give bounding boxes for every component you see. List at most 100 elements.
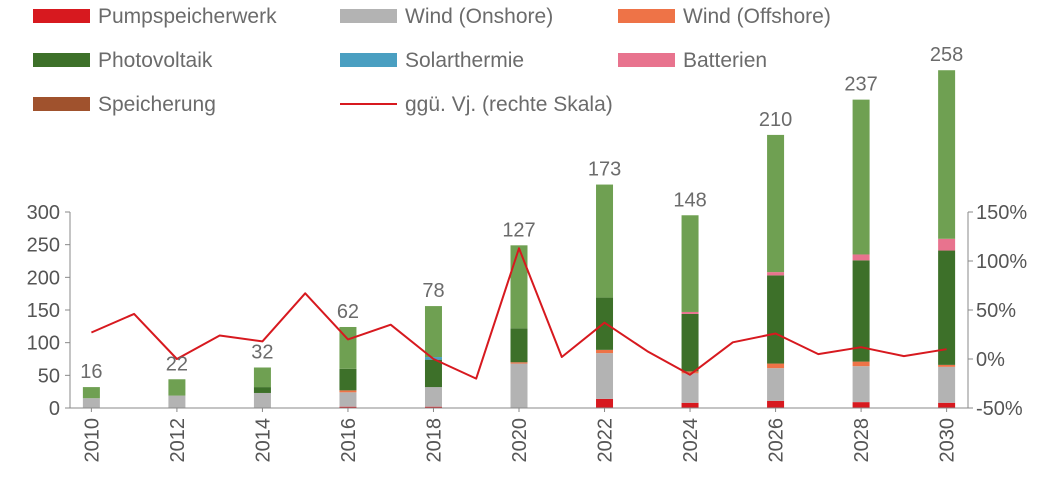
bar-segment [82, 398, 100, 408]
line-growth [91, 247, 947, 380]
y-left-tick-label: 100 [27, 333, 60, 355]
y-left-tick-label: 250 [27, 235, 60, 257]
x-tick-label: 2014 [252, 418, 274, 463]
legend-label: Photovoltaik [98, 49, 213, 72]
line-series [91, 247, 947, 380]
legend-label: Batterien [683, 49, 767, 72]
y-right-tick-label: 50% [976, 300, 1016, 322]
bar-segment [938, 364, 956, 367]
bar-segment [596, 349, 614, 354]
legend-label: Speicherung [98, 93, 216, 116]
x-tick-label: 2016 [338, 418, 360, 463]
x-tick-label: 2012 [167, 418, 189, 463]
data-label: 16 [80, 361, 102, 383]
bar-segment [938, 250, 956, 365]
bar-segment [596, 353, 614, 399]
y-right-tick-label: 150% [976, 202, 1027, 224]
bar-segment [168, 395, 186, 408]
bar-segment [852, 254, 870, 261]
bar-segment [510, 328, 528, 363]
axes: 0 50 100 150 200 250 300 -50% 0% 50% 100% 150% 2010 2… [27, 202, 1028, 463]
bar-segment [510, 362, 528, 364]
legend-label: Wind (Offshore) [683, 5, 831, 28]
y-right-tick-label: 100% [976, 251, 1027, 273]
bar-segment [681, 371, 699, 374]
legend-swatch [618, 53, 675, 67]
bar-segment [424, 306, 442, 358]
bar-segment [852, 260, 870, 362]
bar-segment [767, 134, 785, 273]
bar-segment [852, 402, 870, 408]
data-label: 210 [759, 109, 792, 131]
x-tick-label: 2030 [937, 418, 959, 463]
data-label: 62 [337, 301, 359, 323]
x-tick-label: 2024 [680, 418, 702, 463]
bar-segment [82, 387, 100, 399]
legend-swatch [33, 53, 90, 67]
data-label: 237 [844, 74, 877, 96]
bar-segment [681, 313, 699, 372]
legend-swatch [33, 97, 90, 111]
legend-swatch [618, 9, 675, 23]
bar-segment [339, 390, 357, 393]
legend-swatch [340, 9, 397, 23]
legend-swatch [340, 53, 397, 67]
y-left-tick-label: 300 [27, 202, 60, 224]
bar-segment [938, 402, 956, 408]
bar-segment [681, 215, 699, 312]
y-left-tick-label: 200 [27, 267, 60, 289]
bars [82, 70, 956, 408]
bar-segment [253, 367, 271, 388]
x-tick-label: 2026 [766, 418, 788, 463]
bar-segment [767, 400, 785, 408]
data-label: 22 [166, 353, 188, 375]
bar-segment [424, 406, 442, 408]
legend-swatch [33, 9, 90, 23]
legend-label: Solarthermie [405, 49, 524, 72]
bar-segment [767, 272, 785, 276]
y-right-tick-label: 0% [976, 349, 1005, 371]
bar-segment [339, 406, 357, 408]
bar-segment [767, 275, 785, 364]
data-label: 78 [422, 280, 444, 302]
bar-segment [424, 359, 442, 388]
bar-segment [596, 184, 614, 298]
bar-segment [681, 373, 699, 403]
data-label: 148 [673, 189, 706, 211]
bar-segment [596, 398, 614, 408]
x-tick-label: 2010 [81, 418, 103, 463]
x-tick-label: 2018 [423, 418, 445, 463]
data-label: 173 [588, 159, 621, 181]
x-tick-label: 2028 [851, 418, 873, 463]
bar-segment [339, 368, 357, 391]
bar-segment [938, 70, 956, 239]
bar-segment [424, 387, 442, 407]
bar-segment [168, 379, 186, 396]
x-tick-label: 2020 [509, 418, 531, 463]
bar-segment [339, 392, 357, 407]
bar-segment [681, 402, 699, 408]
y-left-tick-label: 150 [27, 300, 60, 322]
bar-segment [852, 361, 870, 367]
legend-label: Wind (Onshore) [405, 5, 553, 28]
bar-segment [510, 245, 528, 329]
bar-segment [767, 368, 785, 401]
bar-segment [938, 366, 956, 403]
x-tick-label: 2022 [595, 418, 617, 463]
bar-segment [510, 363, 528, 408]
bar-segment [253, 387, 271, 393]
y-left-tick-label: 50 [38, 365, 60, 387]
bar-segment [938, 238, 956, 251]
data-labels: 16 22 32 62 78 127 173 148 210 237 258 [80, 44, 963, 383]
data-label: 127 [502, 219, 535, 241]
data-label: 258 [930, 44, 963, 66]
bar-segment [852, 99, 870, 255]
bar-segment [253, 392, 271, 408]
legend: Pumpspeicherwerk Wind (Onshore) Wind (Offs… [33, 5, 831, 116]
y-left-tick-label: 0 [49, 398, 60, 420]
data-label: 32 [251, 341, 273, 363]
bar-segment [852, 366, 870, 403]
legend-label: ggü. Vj. (rechte Skala) [405, 93, 613, 116]
y-right-tick-label: -50% [976, 398, 1023, 420]
